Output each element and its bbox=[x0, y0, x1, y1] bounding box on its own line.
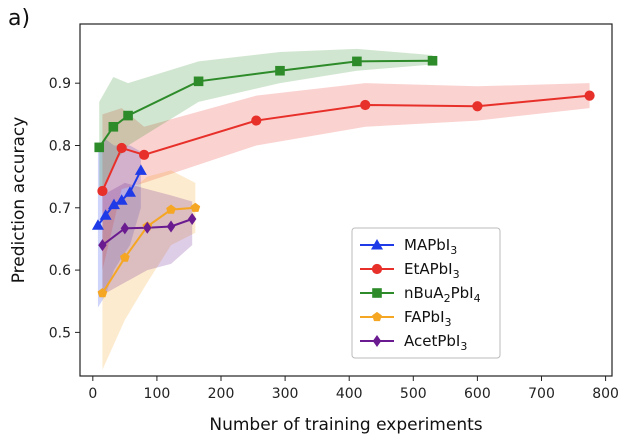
point-nbua2pbi4 bbox=[427, 55, 438, 66]
legend-label-fapbi3: FAPbI3 bbox=[404, 308, 452, 329]
x-tick-label: 400 bbox=[336, 386, 363, 402]
x-tick-label: 500 bbox=[400, 386, 427, 402]
legend-marker-etapbi3 bbox=[371, 263, 383, 275]
legend-label-etapbi3: EtAPbI3 bbox=[404, 260, 460, 281]
legend-label-acetpbi3: AcetPbI3 bbox=[404, 332, 467, 353]
y-tick-label: 0.6 bbox=[49, 263, 71, 279]
point-etapbi3 bbox=[138, 149, 150, 160]
point-etapbi3 bbox=[472, 101, 483, 112]
point-etapbi3 bbox=[251, 115, 262, 126]
legend-marker-acetpbi3 bbox=[372, 335, 382, 347]
x-tick-label: 100 bbox=[144, 386, 171, 402]
point-fapbi3 bbox=[166, 204, 176, 214]
band-mapbi3 bbox=[97, 139, 141, 308]
point-acetpbi3 bbox=[98, 239, 107, 252]
point-etapbi3 bbox=[97, 185, 108, 197]
panel-label: a) bbox=[8, 6, 31, 31]
point-fapbi3 bbox=[120, 252, 130, 262]
y-tick-label: 0.8 bbox=[49, 138, 71, 154]
point-acetpbi3 bbox=[187, 213, 197, 226]
point-nbua2pbi4 bbox=[352, 56, 362, 67]
plot-frame bbox=[79, 23, 613, 377]
point-etapbi3 bbox=[360, 99, 371, 111]
point-nbua2pbi4 bbox=[123, 110, 133, 121]
point-nbua2pbi4 bbox=[94, 142, 105, 153]
y-axis-label: Prediction accuracy bbox=[9, 117, 29, 284]
x-tick-label: 800 bbox=[592, 386, 619, 402]
legend: MAPbI3 EtAPbI3 nBuA2PbI4 FAPbI3 AcetPbI3 bbox=[351, 227, 501, 359]
point-mapbi3 bbox=[123, 186, 136, 197]
x-tick-label: 300 bbox=[272, 386, 299, 402]
point-fapbi3 bbox=[190, 202, 201, 212]
y-tick-label: 0.7 bbox=[49, 201, 71, 217]
legend-marker-fapbi3 bbox=[372, 311, 382, 322]
point-nbua2pbi4 bbox=[275, 65, 285, 76]
x-tick-label: 600 bbox=[464, 386, 491, 402]
x-ticks: 0 100 200 300 400 500 600 700 800 bbox=[88, 376, 619, 402]
point-acetpbi3 bbox=[143, 221, 152, 234]
point-mapbi3 bbox=[91, 219, 104, 230]
legend-box bbox=[351, 227, 501, 359]
point-etapbi3 bbox=[116, 142, 127, 154]
x-tick-label: 0 bbox=[88, 386, 97, 402]
legend-label-mapbi3: MAPbI3 bbox=[404, 236, 457, 257]
point-nbua2pbi4 bbox=[193, 76, 204, 87]
point-mapbi3 bbox=[134, 164, 147, 175]
point-acetpbi3 bbox=[166, 220, 176, 233]
band-nbua2pbi4 bbox=[99, 48, 433, 196]
point-mapbi3 bbox=[115, 194, 128, 205]
point-nbua2pbi4 bbox=[108, 121, 119, 132]
x-axis-label: Number of training experiments bbox=[209, 415, 482, 435]
point-acetpbi3 bbox=[120, 222, 130, 235]
legend-marker-mapbi3 bbox=[371, 239, 383, 250]
point-etapbi3 bbox=[584, 90, 595, 101]
point-fapbi3 bbox=[97, 288, 108, 298]
y-tick-label: 0.5 bbox=[49, 325, 71, 341]
y-tick-label: 0.9 bbox=[49, 76, 71, 92]
point-mapbi3 bbox=[107, 198, 120, 210]
point-mapbi3 bbox=[99, 209, 112, 220]
x-tick-label: 200 bbox=[208, 386, 235, 402]
legend-label-nbua2pbi4: nBuA2PbI4 bbox=[404, 284, 481, 305]
band-fapbi3 bbox=[102, 170, 196, 370]
x-tick-label: 700 bbox=[528, 386, 555, 402]
legend-marker-nbua2pbi4 bbox=[372, 288, 382, 298]
series-markers bbox=[91, 55, 595, 298]
y-ticks: 0.5 0.6 0.7 0.8 0.9 bbox=[49, 76, 80, 341]
